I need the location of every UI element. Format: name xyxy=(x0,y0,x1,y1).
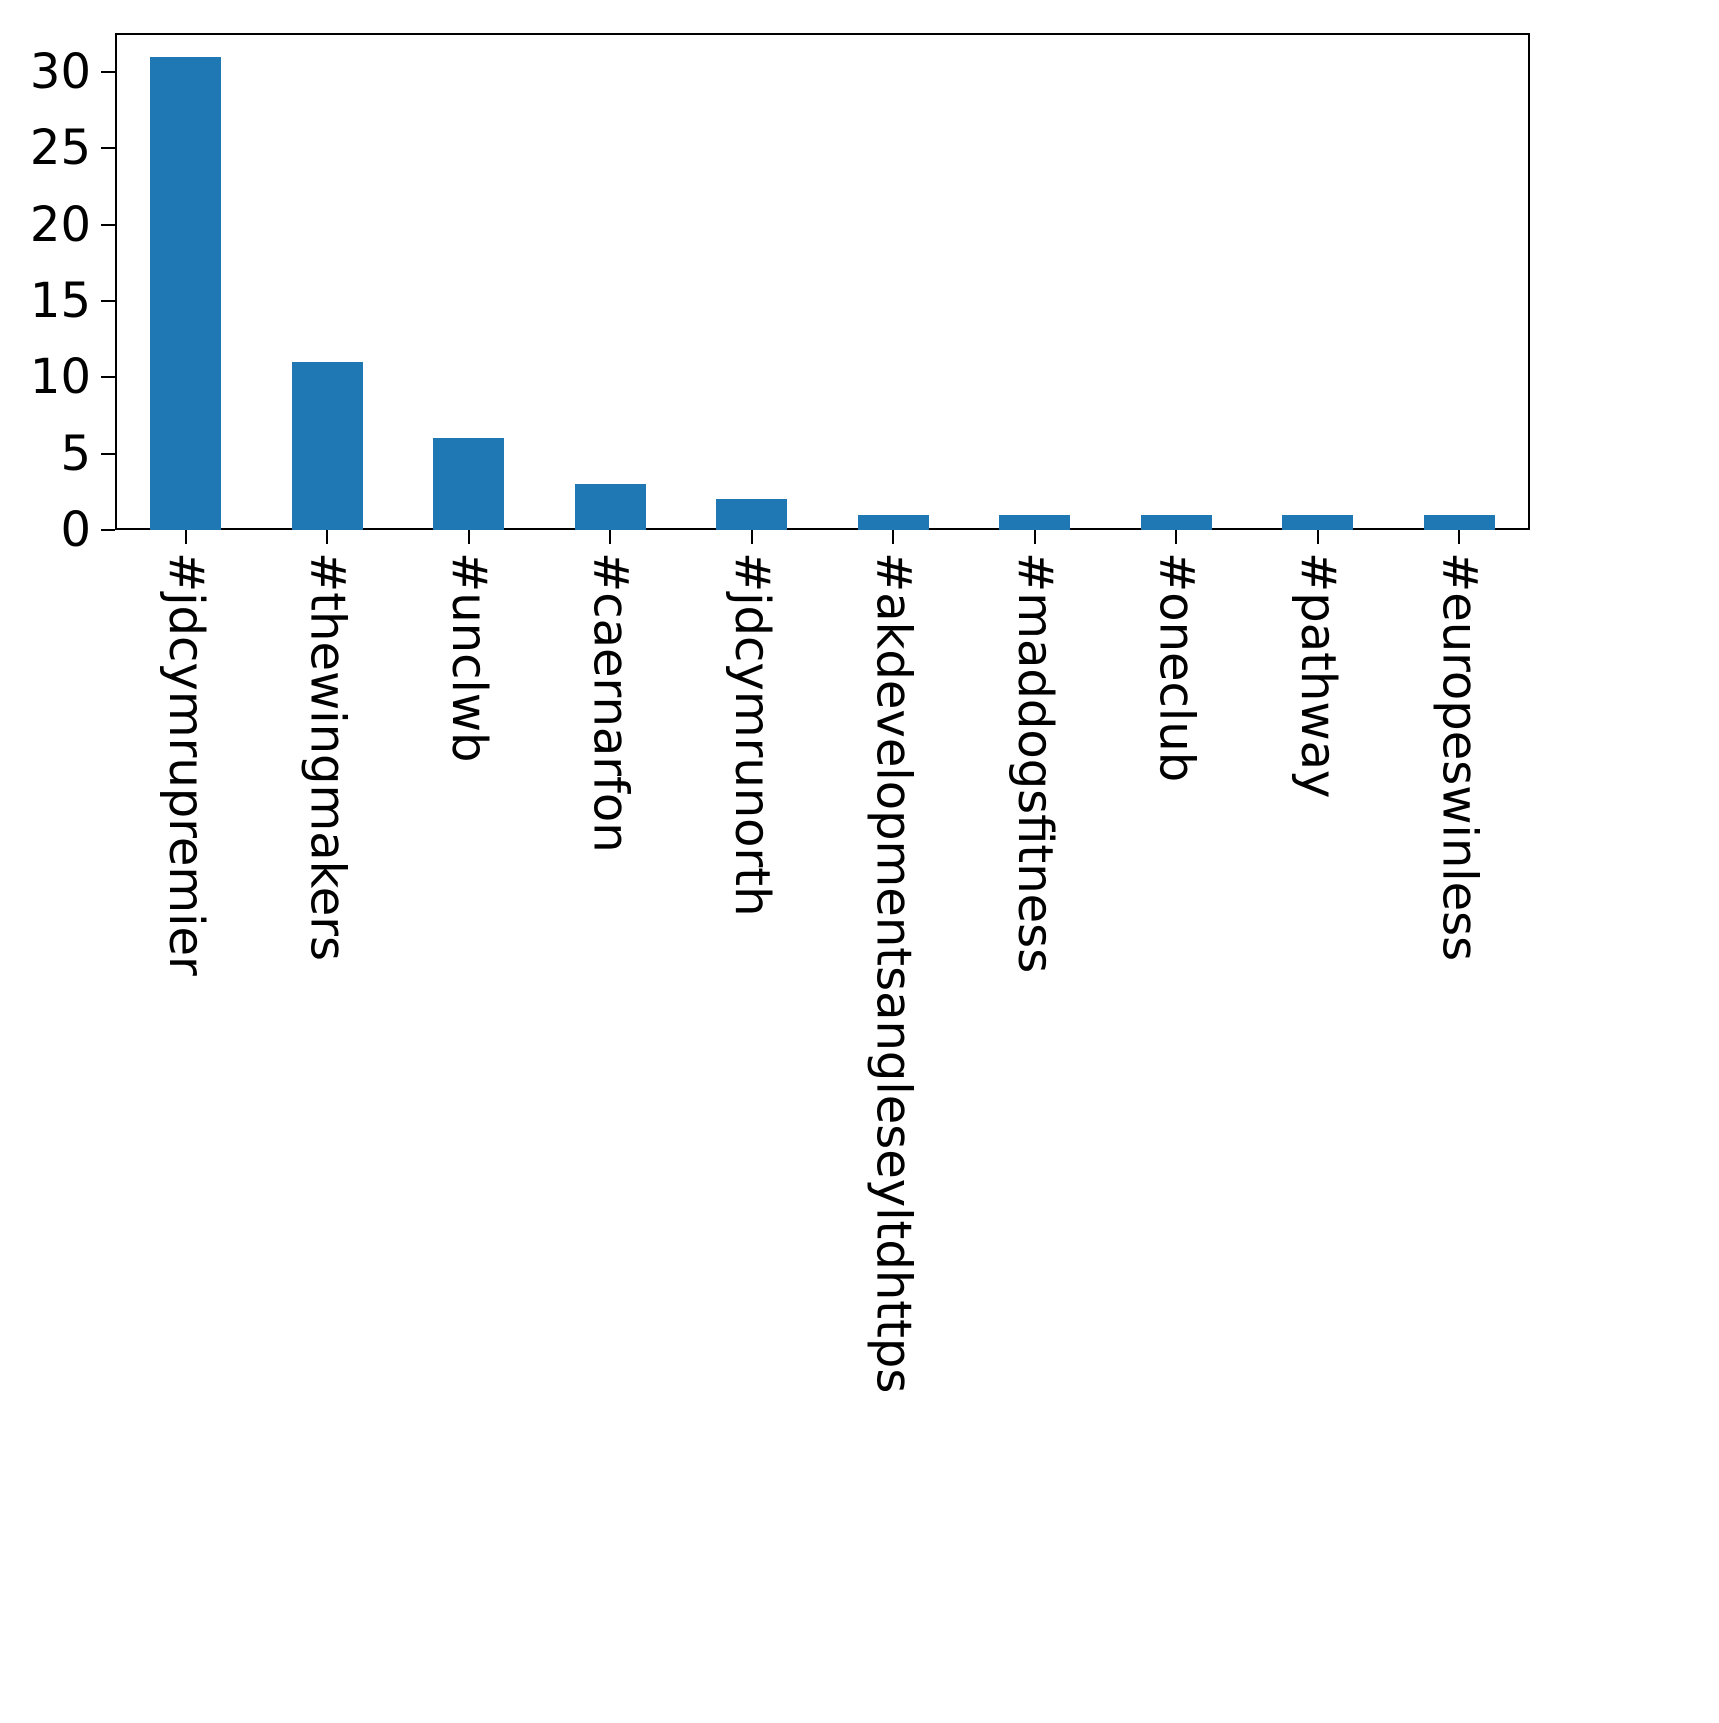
x-tick-mark xyxy=(1316,530,1319,544)
y-tick-mark xyxy=(101,376,115,379)
y-tick-mark xyxy=(101,223,115,226)
y-tick-mark xyxy=(101,70,115,73)
y-tick-label: 30 xyxy=(29,43,91,100)
y-tick-mark xyxy=(101,452,115,455)
bar-caernarfon xyxy=(574,484,646,530)
y-tick-mark xyxy=(101,529,115,531)
y-tick-mark xyxy=(101,299,115,302)
x-tick-mark xyxy=(892,530,895,544)
x-tick-label: #akdevelopmentsangleseyltdhttps xyxy=(865,552,922,1394)
bar-oneclub xyxy=(1140,514,1212,530)
x-tick-label: #unclwb xyxy=(440,552,497,763)
x-tick-label: #jdcymrupremier xyxy=(157,552,214,976)
x-tick-label: #jdcymrunorth xyxy=(723,552,780,917)
x-tick-label: #caernarfon xyxy=(582,552,639,853)
x-tick-mark xyxy=(750,530,753,544)
y-tick-label: 25 xyxy=(29,120,91,177)
bar-unclwb xyxy=(433,438,505,530)
bar-jdcymrunorth xyxy=(716,499,788,530)
y-tick-mark xyxy=(101,147,115,150)
y-tick-label: 10 xyxy=(29,349,91,406)
x-tick-mark xyxy=(326,530,329,544)
x-tick-mark xyxy=(1175,530,1178,544)
bar-maddogsfitness xyxy=(999,514,1071,530)
x-tick-label: #thewingmakers xyxy=(299,552,356,962)
x-tick-label: #pathway xyxy=(1289,552,1346,799)
x-tick-mark xyxy=(1458,530,1461,544)
y-tick-label: 5 xyxy=(60,425,91,482)
x-tick-label: #maddogsfitness xyxy=(1006,552,1063,974)
x-tick-mark xyxy=(184,530,187,544)
bar-jdcymrupremier xyxy=(150,56,222,530)
x-tick-mark xyxy=(467,530,470,544)
bar-europeswinless xyxy=(1423,514,1495,530)
x-tick-mark xyxy=(1033,530,1036,544)
bar-thewingmakers xyxy=(291,362,363,530)
y-tick-label: 0 xyxy=(60,502,91,558)
y-tick-label: 20 xyxy=(29,196,91,253)
bar-pathway xyxy=(1282,514,1354,530)
x-tick-mark xyxy=(609,530,612,544)
x-tick-label: #europeswinless xyxy=(1431,552,1488,962)
bar-akdevelopmentsangleseyltdhttps xyxy=(857,514,929,530)
y-tick-label: 15 xyxy=(29,272,91,329)
x-tick-label: #oneclub xyxy=(1148,552,1205,783)
